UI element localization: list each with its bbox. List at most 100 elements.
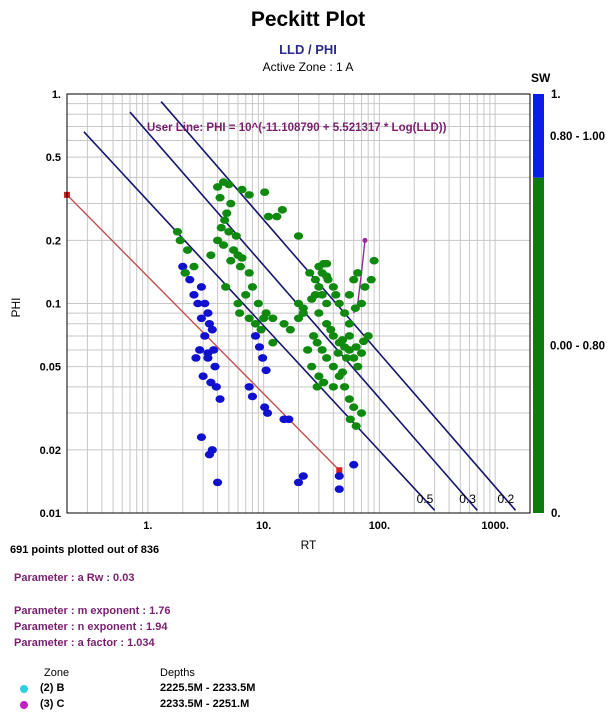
data-point xyxy=(209,346,219,354)
data-point xyxy=(244,269,254,277)
y-tick-label: 0.02 xyxy=(40,445,61,457)
data-point xyxy=(334,485,344,493)
data-point xyxy=(182,246,193,254)
y-tick-label: 0.5 xyxy=(46,152,61,164)
y-tick-label: 0.2 xyxy=(46,235,61,247)
purple-line-end-marker xyxy=(362,237,368,243)
data-point xyxy=(226,199,236,208)
data-point xyxy=(307,362,317,371)
data-point xyxy=(312,338,322,347)
data-point xyxy=(303,346,313,354)
data-point xyxy=(196,283,207,291)
data-point xyxy=(185,275,195,284)
data-point xyxy=(326,325,336,334)
y-tick-label: 1. xyxy=(52,89,61,101)
x-tick-label: 10. xyxy=(256,520,271,532)
plot-frame xyxy=(66,93,531,514)
data-point xyxy=(212,236,223,245)
data-point xyxy=(308,332,319,340)
sw-line-0.5 xyxy=(83,131,436,511)
data-point xyxy=(284,415,294,424)
data-point xyxy=(256,325,266,334)
parameter-n-exponent: Parameter : n exponent : 1.94 xyxy=(14,621,168,633)
data-point xyxy=(349,403,359,411)
data-point xyxy=(195,346,205,354)
data-point xyxy=(319,378,329,387)
data-point xyxy=(268,338,278,347)
colorbar-band-1 xyxy=(533,177,544,514)
data-point xyxy=(215,193,225,202)
colorbar-band-0 xyxy=(533,94,544,178)
data-point xyxy=(247,283,258,291)
data-point xyxy=(305,269,315,277)
y-tick-label: 0.05 xyxy=(40,362,61,374)
data-point xyxy=(353,362,363,371)
data-point xyxy=(344,320,354,328)
data-point xyxy=(344,332,354,340)
data-point xyxy=(233,299,243,308)
data-point xyxy=(210,362,220,371)
data-point xyxy=(341,354,352,362)
data-point xyxy=(244,383,254,391)
data-point xyxy=(314,372,324,380)
data-point xyxy=(262,409,273,417)
data-point xyxy=(345,415,355,424)
data-point xyxy=(328,332,338,340)
data-point xyxy=(191,354,201,362)
data-point xyxy=(231,232,241,240)
data-point xyxy=(196,433,207,442)
data-point xyxy=(337,336,348,344)
data-point xyxy=(363,332,373,340)
data-point xyxy=(235,309,245,317)
data-point xyxy=(258,354,268,362)
data-point xyxy=(200,299,210,308)
data-point xyxy=(369,256,379,265)
data-point xyxy=(298,304,308,312)
gridlines xyxy=(67,94,530,513)
data-point xyxy=(293,232,304,240)
data-point xyxy=(314,309,324,317)
data-point xyxy=(349,460,359,469)
sw-line-label-0.3: 0.3 xyxy=(459,492,476,506)
data-point xyxy=(212,478,223,487)
data-point xyxy=(298,472,308,480)
red-line-end-marker xyxy=(336,467,343,474)
data-point xyxy=(206,251,216,260)
data-point xyxy=(322,320,332,328)
zone-c-color-dot xyxy=(20,701,28,709)
x-tick-label: 1000. xyxy=(481,520,509,532)
data-point xyxy=(215,395,225,403)
data-point xyxy=(203,354,213,362)
data-point xyxy=(317,291,327,299)
y-tick-label: 0.01 xyxy=(40,508,61,520)
y-axis-label: PHI xyxy=(9,297,23,317)
x-axis-label: RT xyxy=(301,538,317,552)
data-point xyxy=(331,291,341,299)
data-point xyxy=(207,325,217,334)
data-point xyxy=(211,383,221,391)
data-point xyxy=(349,354,359,362)
data-point xyxy=(268,314,278,323)
data-point xyxy=(344,346,354,354)
data-point xyxy=(351,422,361,430)
data-point xyxy=(224,180,234,189)
zone-b-color-dot xyxy=(20,685,28,693)
x-tick-label: 100. xyxy=(369,520,390,532)
page-title: Peckitt Plot xyxy=(250,8,366,31)
data-point xyxy=(322,259,332,268)
data-point xyxy=(344,291,354,299)
data-point xyxy=(312,383,322,391)
data-point xyxy=(224,227,234,236)
data-point xyxy=(241,291,251,299)
data-point xyxy=(216,223,226,232)
data-point xyxy=(222,209,232,217)
zone-b-label: (2) B xyxy=(40,682,65,694)
colorbar-band-label: 0.00 - 0.80 xyxy=(550,340,605,352)
colorbar-title: SW xyxy=(531,71,551,85)
data-point xyxy=(226,256,236,265)
data-point xyxy=(328,383,338,391)
data-point xyxy=(349,275,359,284)
data-point xyxy=(323,275,333,284)
data-point xyxy=(353,269,363,277)
data-point xyxy=(203,309,213,317)
